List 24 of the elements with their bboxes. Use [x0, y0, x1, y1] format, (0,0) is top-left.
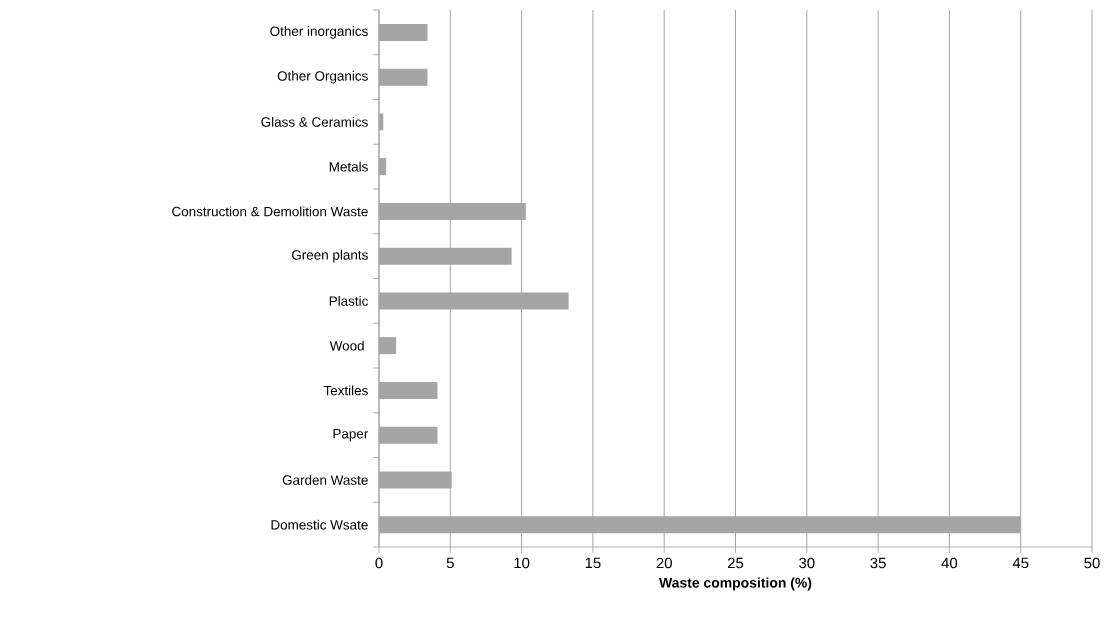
y-tick-label: Wood — [329, 340, 364, 351]
x-tick-label: 30 — [799, 557, 815, 569]
y-tick-label: Paper — [333, 429, 369, 442]
y-tick-label: Garden Waste — [282, 474, 368, 485]
x-tick-label: 40 — [941, 557, 958, 569]
y-tick-label: Other Organics — [277, 70, 368, 84]
x-tick-label: 0 — [375, 557, 383, 569]
x-tick-label: 10 — [514, 557, 530, 569]
x-tick-label: 45 — [1012, 557, 1029, 569]
x-tick-label: 25 — [727, 557, 744, 569]
y-tick-label: Textiles — [323, 385, 368, 396]
x-tick-label: 35 — [870, 557, 886, 569]
x-axis-title: Waste composition (%) — [659, 577, 812, 591]
y-tick-label: Other inorganics — [270, 26, 368, 39]
y-tick-label: Glass & Ceramics — [261, 116, 368, 127]
y-tick-label: Domestic Wsate — [271, 519, 368, 530]
y-tick-label: Plastic — [329, 295, 368, 306]
y-tick-label: Green plants — [291, 249, 368, 263]
x-tick-label: 20 — [656, 557, 672, 569]
x-tick-label: 5 — [446, 557, 454, 569]
x-tick-label: 15 — [585, 557, 601, 569]
y-tick-label: Construction & Demolition Waste — [172, 206, 368, 217]
x-tick-label: 50 — [1084, 557, 1100, 569]
y-tick-label: Metals — [329, 161, 368, 172]
